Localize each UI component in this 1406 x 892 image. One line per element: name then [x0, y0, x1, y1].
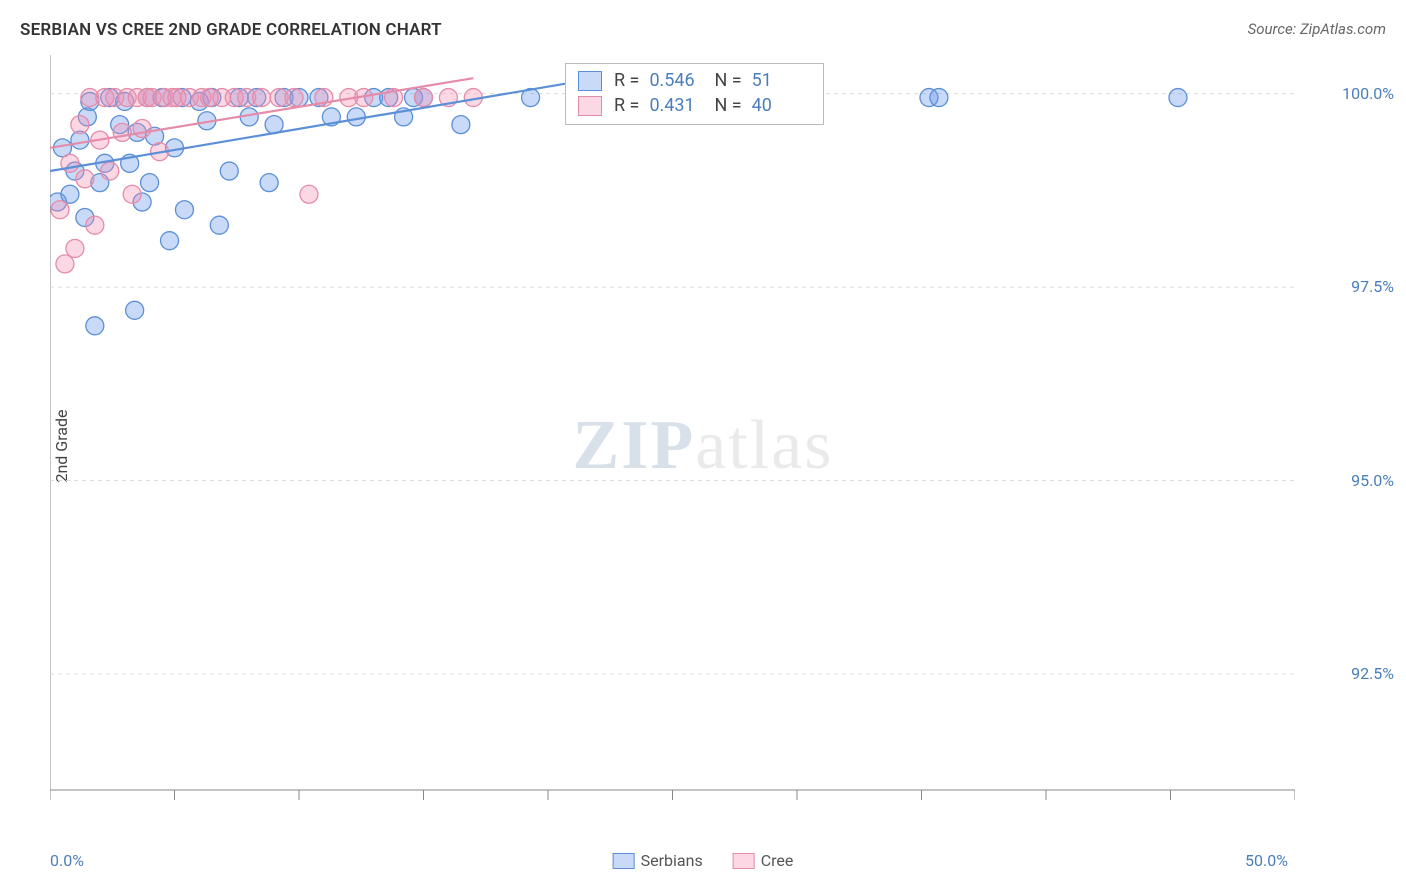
legend-item-cree: Cree: [733, 851, 794, 870]
chart-title: SERBIAN VS CREE 2ND GRADE CORRELATION CH…: [20, 20, 442, 40]
plot-area: [50, 55, 1295, 825]
stats-row-cree: R = 0.431 N = 40: [578, 93, 807, 118]
stats-legend: R = 0.546 N = 51 R = 0.431 N = 40: [565, 63, 824, 125]
chart-container: SERBIAN VS CREE 2ND GRADE CORRELATION CH…: [0, 0, 1406, 892]
y-tick-label: 92.5%: [1351, 664, 1394, 683]
swatch-blue-icon: [613, 853, 635, 869]
y-tick-label: 97.5%: [1351, 277, 1394, 296]
swatch-pink-icon: [733, 853, 755, 869]
legend-item-serbians: Serbians: [613, 851, 703, 870]
swatch-blue-icon: [578, 71, 602, 91]
y-tick-label: 100.0%: [1342, 84, 1394, 103]
y-tick-label: 95.0%: [1351, 471, 1394, 490]
x-tick-label: 0.0%: [50, 851, 84, 870]
x-tick-label: 50.0%: [1245, 851, 1288, 870]
stats-row-serbians: R = 0.546 N = 51: [578, 68, 807, 93]
bottom-legend: Serbians Cree: [613, 851, 794, 870]
swatch-pink-icon: [578, 96, 602, 116]
source-label: Source: ZipAtlas.com: [1248, 20, 1386, 38]
